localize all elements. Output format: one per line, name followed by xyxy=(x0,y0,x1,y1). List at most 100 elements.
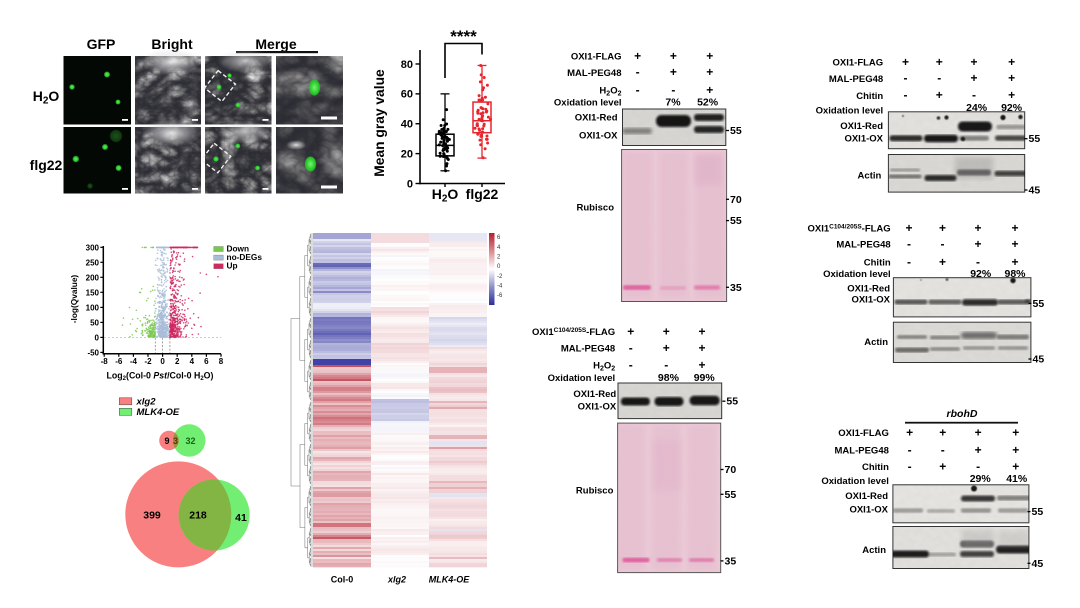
svg-text:+: + xyxy=(706,83,713,97)
svg-text:rbohD: rbohD xyxy=(947,408,978,420)
svg-text:Merge: Merge xyxy=(255,36,296,52)
svg-text:399: 399 xyxy=(143,510,161,522)
svg-text:-: - xyxy=(629,358,633,372)
svg-text:92%: 92% xyxy=(1001,102,1023,114)
svg-text:2: 2 xyxy=(175,357,180,366)
svg-text:+: + xyxy=(970,55,977,69)
svg-text:20: 20 xyxy=(401,148,413,160)
svg-text:Actin: Actin xyxy=(864,337,888,348)
svg-text:Oxidation level: Oxidation level xyxy=(554,98,622,109)
svg-text:4: 4 xyxy=(190,357,195,366)
svg-text:55: 55 xyxy=(730,215,742,227)
svg-text:flg22: flg22 xyxy=(30,157,63,173)
svg-text:+: + xyxy=(906,426,913,440)
svg-text:-: - xyxy=(904,88,908,102)
svg-text:****: **** xyxy=(450,27,477,46)
svg-text:-: - xyxy=(908,443,912,457)
svg-text:52%: 52% xyxy=(697,97,719,109)
svg-text:3: 3 xyxy=(173,436,178,446)
svg-text:OXI1-OX: OXI1-OX xyxy=(849,505,888,516)
svg-text:+: + xyxy=(670,49,677,63)
svg-text:9: 9 xyxy=(164,436,169,446)
svg-text:+: + xyxy=(1012,426,1019,440)
svg-text:-6: -6 xyxy=(115,357,123,366)
svg-text:OXI1-Red: OXI1-Red xyxy=(573,389,616,400)
svg-text:-2: -2 xyxy=(144,357,152,366)
svg-text:OXI1-OX: OXI1-OX xyxy=(578,401,617,412)
svg-text:41%: 41% xyxy=(1006,473,1028,485)
svg-text:-: - xyxy=(976,460,980,474)
svg-text:-8: -8 xyxy=(101,357,109,366)
svg-text:OXI1-Red: OXI1-Red xyxy=(840,121,883,132)
svg-text:+: + xyxy=(698,341,705,355)
svg-text:xlg2: xlg2 xyxy=(387,575,406,585)
svg-text:OXI1C104/205S-FLAG: OXI1C104/205S-FLAG xyxy=(807,223,890,234)
svg-text:OXI1-FLAG: OXI1-FLAG xyxy=(838,428,889,439)
svg-text:-6: -6 xyxy=(497,293,503,299)
svg-text:70: 70 xyxy=(730,194,742,206)
svg-text:+: + xyxy=(975,426,982,440)
svg-text:2: 2 xyxy=(497,255,501,261)
svg-text:+: + xyxy=(905,221,912,235)
svg-text:MAL-PEG48: MAL-PEG48 xyxy=(561,344,615,355)
svg-text:+: + xyxy=(974,237,981,251)
svg-text:Oxidation level: Oxidation level xyxy=(816,105,884,116)
svg-text:+: + xyxy=(1008,71,1015,85)
svg-text:+: + xyxy=(706,49,713,63)
svg-text:H2O2: H2O2 xyxy=(599,86,621,98)
svg-text:+: + xyxy=(634,49,641,63)
svg-text:250: 250 xyxy=(86,258,100,267)
svg-text:150: 150 xyxy=(86,288,100,297)
svg-text:0: 0 xyxy=(95,333,100,342)
svg-text:MAL-PEG48: MAL-PEG48 xyxy=(836,239,890,250)
svg-text:Log2(Col-0 Pst/Col-0 H2O): Log2(Col-0 Pst/Col-0 H2O) xyxy=(107,371,214,383)
svg-text:35: 35 xyxy=(730,282,742,294)
svg-text:Rubisco: Rubisco xyxy=(577,203,615,214)
svg-text:OXI1-Red: OXI1-Red xyxy=(847,284,890,295)
svg-text:+: + xyxy=(1011,255,1018,269)
svg-text:Chitin: Chitin xyxy=(856,91,883,102)
svg-text:55: 55 xyxy=(730,125,742,137)
svg-text:Mean gray value: Mean gray value xyxy=(372,69,387,177)
svg-text:OXI1-FLAG: OXI1-FLAG xyxy=(833,57,884,68)
svg-text:-: - xyxy=(664,358,668,372)
svg-text:29%: 29% xyxy=(970,473,992,485)
svg-text:Up: Up xyxy=(227,261,238,271)
svg-text:40: 40 xyxy=(401,119,413,131)
svg-text:Chitin: Chitin xyxy=(864,257,891,268)
svg-text:MAL-PEG48: MAL-PEG48 xyxy=(829,74,883,85)
svg-text:300: 300 xyxy=(86,243,100,252)
svg-text:GFP: GFP xyxy=(87,36,116,52)
svg-text:6: 6 xyxy=(497,235,501,241)
svg-text:Oxidation level: Oxidation level xyxy=(548,373,616,384)
svg-text:41: 41 xyxy=(235,512,247,524)
svg-text:+: + xyxy=(970,71,977,85)
svg-text:4: 4 xyxy=(497,245,501,251)
svg-text:218: 218 xyxy=(189,510,207,522)
svg-text:+: + xyxy=(706,65,713,79)
svg-text:45: 45 xyxy=(1033,354,1045,366)
svg-text:0: 0 xyxy=(497,264,501,270)
svg-text:-4: -4 xyxy=(497,284,503,290)
svg-text:-: - xyxy=(636,83,640,97)
svg-text:OXI1-OX: OXI1-OX xyxy=(579,131,618,142)
svg-text:55: 55 xyxy=(725,489,737,501)
svg-text:+: + xyxy=(974,221,981,235)
svg-text:MAL-PEG48: MAL-PEG48 xyxy=(835,446,889,457)
svg-text:-: - xyxy=(941,237,945,251)
svg-text:55: 55 xyxy=(1033,298,1045,310)
svg-text:OXI1C104/205S-FLAG: OXI1C104/205S-FLAG xyxy=(532,327,615,338)
svg-text:-: - xyxy=(904,71,908,85)
svg-text:-: - xyxy=(941,443,945,457)
svg-text:+: + xyxy=(939,221,946,235)
svg-text:+: + xyxy=(939,255,946,269)
svg-text:+: + xyxy=(939,460,946,474)
svg-text:-2: -2 xyxy=(497,274,503,280)
svg-text:92%: 92% xyxy=(970,268,992,280)
svg-text:Oxidation level: Oxidation level xyxy=(821,476,889,487)
svg-text:35: 35 xyxy=(725,555,737,567)
svg-text:Down: Down xyxy=(227,243,250,253)
svg-text:-: - xyxy=(629,341,633,355)
svg-text:50: 50 xyxy=(90,318,99,327)
svg-text:200: 200 xyxy=(86,273,100,282)
